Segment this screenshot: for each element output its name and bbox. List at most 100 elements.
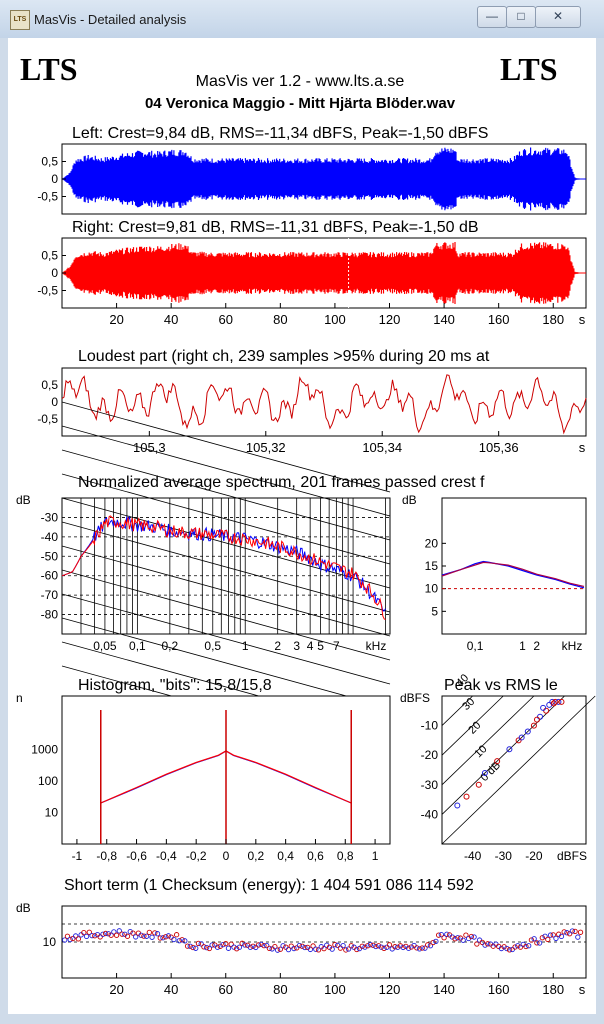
short-term-point <box>313 946 319 952</box>
x-tick-label: -0,2 <box>186 849 207 863</box>
scatter-point <box>549 698 556 705</box>
short-term-point <box>100 931 106 937</box>
scatter-point <box>533 716 540 723</box>
scatter-point <box>543 707 550 714</box>
short-term-point <box>119 931 125 937</box>
scatter-point <box>552 698 559 705</box>
short-term-point <box>261 942 267 949</box>
y-tick-label: 5 <box>431 604 438 618</box>
x-tick-label: 0 <box>223 849 230 863</box>
y-tick-label: 100 <box>38 774 58 788</box>
short-term-point <box>146 929 152 936</box>
short-term-point <box>564 930 570 936</box>
y-tick-label: 0 <box>51 395 58 409</box>
short-term-point <box>395 944 401 950</box>
short-term-point <box>72 933 79 939</box>
x-unit-label: s <box>579 982 586 997</box>
short-term-point <box>463 932 469 938</box>
scatter-point <box>540 704 547 711</box>
y-tick-label: 0,5 <box>41 249 58 263</box>
short-term-point <box>348 943 354 949</box>
close-icon: ✕ <box>552 9 564 23</box>
short-term-point <box>247 944 253 950</box>
short-term-point <box>528 937 535 943</box>
x-tick-label: 1 <box>242 639 249 653</box>
short-term-point <box>203 945 210 951</box>
x-unit-label: s <box>579 440 586 455</box>
short-term-point <box>258 941 264 948</box>
short-term-point <box>367 942 374 948</box>
chart-title: Peak vs RMS le <box>444 677 558 694</box>
y-axis-label: dBFS <box>400 691 430 705</box>
scatter-point <box>524 728 531 735</box>
short-term-point <box>302 944 308 951</box>
short-term-point <box>220 941 226 948</box>
close-button[interactable]: ✕ <box>535 6 581 28</box>
scatter-point <box>494 758 501 765</box>
maximize-button[interactable]: □ <box>506 6 536 28</box>
chart-title: Short term (1 Checksum (energy): 1 404 5… <box>64 877 474 894</box>
short-term-point <box>274 947 281 953</box>
short-term-point <box>75 936 82 942</box>
x-tick-label: 0,1 <box>129 639 146 653</box>
short-term-point <box>321 946 327 952</box>
y-tick-label: -30 <box>421 778 439 792</box>
short-term-point <box>455 935 461 941</box>
short-term-point <box>539 935 545 941</box>
y-tick-label: 10 <box>425 582 439 596</box>
y-tick-label: -0,5 <box>37 190 58 204</box>
short-term-point <box>176 938 183 944</box>
short-term-point <box>444 931 450 937</box>
short-term-point <box>242 942 248 948</box>
plot-frame <box>61 905 587 979</box>
short-term-point <box>414 945 420 951</box>
short-term-point <box>378 944 384 950</box>
x-unit-label: s <box>579 312 586 327</box>
crest-line <box>441 695 596 845</box>
short-term-point <box>558 933 565 940</box>
x-tick-label: 100 <box>324 312 346 327</box>
y-tick-label: -30 <box>41 510 59 524</box>
short-term-point <box>217 943 223 949</box>
x-tick-label: 160 <box>488 312 510 327</box>
x-tick-label: 3 <box>293 639 300 653</box>
x-tick-label: 100 <box>324 982 346 997</box>
spectrum-series-1 <box>61 515 386 621</box>
short-term-point <box>280 943 286 949</box>
grid-line <box>61 569 391 661</box>
short-term-point <box>506 947 513 953</box>
minimize-button[interactable]: — <box>477 6 507 28</box>
plot-frame <box>441 497 587 635</box>
grid-line <box>61 617 391 709</box>
file-name: 04 Veronica Maggio - Mitt Hjärta Blöder.… <box>145 95 456 112</box>
x-tick-label: 105,3 <box>133 440 166 455</box>
short-term-point <box>515 943 521 949</box>
x-tick-label: 120 <box>379 982 401 997</box>
x-tick-label: 80 <box>273 982 287 997</box>
short-term-point <box>504 945 510 952</box>
x-tick-label: 5 <box>317 639 324 653</box>
short-term-point <box>83 933 90 940</box>
y-tick-label: -40 <box>421 807 439 821</box>
scatter-point <box>537 713 544 720</box>
short-term-point <box>201 944 207 950</box>
app-version-line: MasVis ver 1.2 - www.lts.a.se <box>196 73 405 90</box>
short-term-point <box>545 936 551 943</box>
x-tick-label: 40 <box>164 982 178 997</box>
x-tick-label: 140 <box>433 982 455 997</box>
x-tick-label: 80 <box>273 312 287 327</box>
short-term-point <box>264 942 270 949</box>
y-tick-label: -0,5 <box>37 412 58 426</box>
short-term-point <box>182 938 188 944</box>
x-tick-label: 0,1 <box>467 639 484 653</box>
short-term-point <box>154 931 161 937</box>
window-title: MasVis - Detailed analysis <box>34 12 187 27</box>
chart-title: Right: Crest=9,81 dB, RMS=-11,31 dBFS, P… <box>72 219 479 236</box>
scatter-point <box>558 698 565 705</box>
plot-frame <box>441 695 587 845</box>
short-term-point <box>542 933 548 939</box>
x-tick-label: -40 <box>464 849 482 863</box>
short-term-point <box>206 945 213 952</box>
title-bar[interactable]: LTS MasVis - Detailed analysis — □ ✕ <box>0 0 604 38</box>
short-term-point <box>392 944 398 950</box>
